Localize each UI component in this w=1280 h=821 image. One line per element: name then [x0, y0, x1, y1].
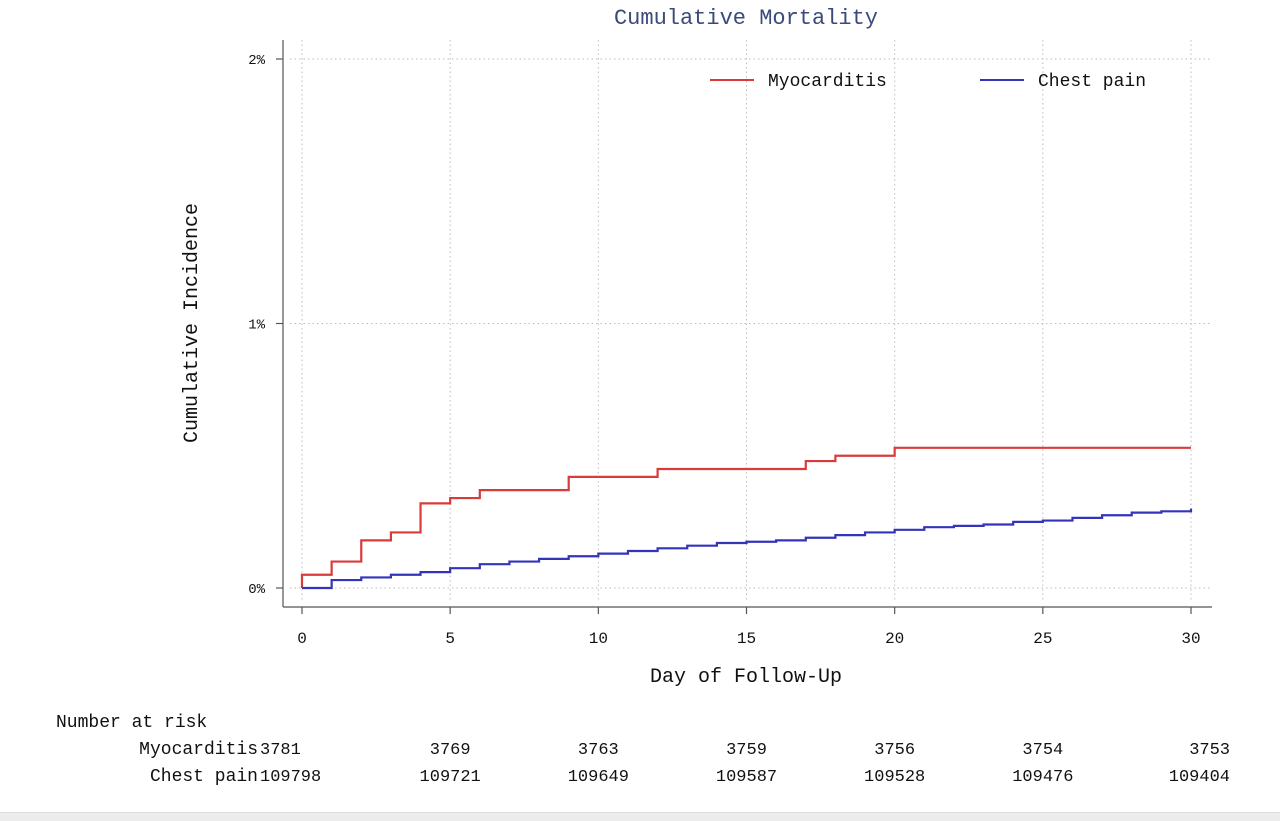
risk-value-chest-pain: 109798 [260, 768, 321, 787]
chart-title: Cumulative Mortality [614, 6, 878, 31]
number-at-risk-table: Number at risk Myocarditis 3781 3769 3763 375… [56, 713, 1230, 787]
risk-value-myocarditis: 3753 [1189, 741, 1230, 760]
risk-value-chest-pain: 109404 [1169, 768, 1230, 787]
risk-table-heading: Number at risk [56, 713, 207, 733]
window-footer-bar [0, 812, 1280, 821]
risk-row-label-myocarditis: Myocarditis [139, 740, 258, 760]
risk-value-myocarditis: 3759 [726, 741, 767, 760]
series-line-myocarditis [300, 446, 1191, 588]
risk-value-myocarditis: 3756 [874, 741, 915, 760]
x-axis-ticks: 0 5 10 15 20 25 30 [297, 607, 1201, 648]
x-tick-label: 25 [1033, 630, 1052, 648]
x-axis-label: Day of Follow-Up [650, 666, 842, 689]
risk-row-label-chest-pain: Chest pain [150, 767, 258, 787]
x-tick-label: 15 [737, 630, 756, 648]
risk-value-chest-pain: 109476 [1012, 768, 1073, 787]
x-tick-label: 5 [445, 630, 455, 648]
y-tick-label: 2% [248, 53, 265, 69]
x-tick-label: 30 [1181, 630, 1200, 648]
x-tick-label: 0 [297, 630, 307, 648]
legend-label-myocarditis: Myocarditis [768, 72, 887, 92]
grid-lines [290, 40, 1212, 600]
risk-value-myocarditis: 3763 [578, 741, 619, 760]
legend: Myocarditis Chest pain [710, 72, 1146, 92]
y-axis-ticks: 0% 1% 2% [248, 53, 283, 598]
risk-value-chest-pain: 109528 [864, 768, 925, 787]
y-tick-label: 1% [248, 318, 265, 334]
legend-label-chest-pain: Chest pain [1038, 72, 1146, 92]
risk-value-myocarditis: 3754 [1022, 741, 1063, 760]
risk-value-chest-pain: 109587 [716, 768, 777, 787]
risk-value-myocarditis: 3769 [430, 741, 471, 760]
risk-value-chest-pain: 109721 [420, 768, 481, 787]
risk-value-chest-pain: 109649 [568, 768, 629, 787]
x-tick-label: 20 [885, 630, 904, 648]
x-tick-label: 10 [589, 630, 608, 648]
risk-value-myocarditis: 3781 [260, 741, 301, 760]
series-line-chest-pain [302, 508, 1193, 590]
series-lines [300, 446, 1193, 590]
y-tick-label: 0% [248, 582, 265, 598]
y-axis-label: Cumulative Incidence [181, 203, 204, 443]
